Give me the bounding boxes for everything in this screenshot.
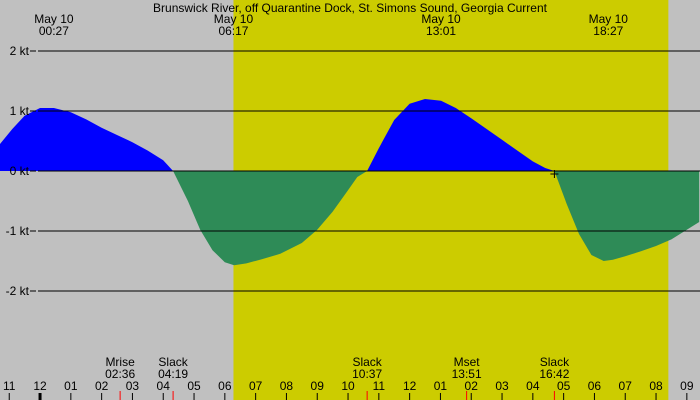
event-label: Slack bbox=[352, 355, 382, 369]
event-label: Slack bbox=[158, 355, 188, 369]
top-date-label: May 10 bbox=[34, 12, 74, 26]
hour-tick-label: 05 bbox=[557, 379, 571, 393]
top-time-label: 18:27 bbox=[593, 24, 623, 38]
flood-area bbox=[0, 108, 174, 171]
top-date-label: May 10 bbox=[214, 12, 254, 26]
top-date-label: May 10 bbox=[421, 12, 461, 26]
hour-tick-label: 08 bbox=[280, 379, 294, 393]
top-time-label: 13:01 bbox=[426, 24, 456, 38]
ebb-area bbox=[173, 171, 368, 266]
event-label: Slack bbox=[540, 355, 570, 369]
hour-tick-label: 05 bbox=[187, 379, 201, 393]
hour-tick-label: 01 bbox=[434, 379, 448, 393]
y-tick-label: -2 kt bbox=[6, 284, 30, 298]
hour-tick-label: 02 bbox=[95, 379, 109, 393]
current-areas bbox=[0, 99, 700, 266]
hour-tick-label: 02 bbox=[465, 379, 479, 393]
hour-tick-label: 06 bbox=[588, 379, 602, 393]
event-time: 04:19 bbox=[158, 367, 188, 381]
top-time-label: 06:17 bbox=[218, 24, 248, 38]
hour-tick-label: 04 bbox=[526, 379, 540, 393]
event-labels: Mrise02:36Slack04:19Slack10:37Mset13:51S… bbox=[105, 355, 570, 400]
grid-lines bbox=[38, 50, 700, 292]
top-time-label: 00:27 bbox=[39, 24, 69, 38]
hour-tick-label: 01 bbox=[64, 379, 78, 393]
hour-tick-label: 06 bbox=[218, 379, 232, 393]
hour-tick-label: 04 bbox=[157, 379, 171, 393]
chart-title: Brunswick River, off Quarantine Dock, St… bbox=[153, 1, 548, 15]
hour-tick-label: 10 bbox=[341, 379, 355, 393]
hour-tick-label: 07 bbox=[619, 379, 633, 393]
y-tick-label: -1 kt bbox=[6, 224, 30, 238]
event-time: 13:51 bbox=[452, 367, 482, 381]
event-time: 10:37 bbox=[352, 367, 382, 381]
hour-tick-label: 09 bbox=[311, 379, 325, 393]
y-tick-label: 1 kt bbox=[10, 104, 30, 118]
hour-tick-label: 11 bbox=[373, 379, 386, 393]
y-axis-labels: 2 kt 1 kt 0 kt -1 kt -2 kt bbox=[6, 44, 36, 298]
event-time: 16:42 bbox=[539, 367, 569, 381]
hour-tick-label: 11 bbox=[3, 379, 16, 393]
y-tick-label: 2 kt bbox=[10, 44, 30, 58]
event-label: Mrise bbox=[105, 355, 135, 369]
event-time: 02:36 bbox=[105, 367, 135, 381]
hour-tick-label: 12 bbox=[403, 379, 417, 393]
hour-tick-label: 12 bbox=[33, 379, 47, 393]
hour-tick-label: 09 bbox=[680, 379, 694, 393]
event-label: Mset bbox=[454, 355, 481, 369]
hour-tick-label: 03 bbox=[126, 379, 140, 393]
hour-axis: 11 12 01 02 03 04 05 06 07 08 09 10 11 12 01 02 03 04 05 06… bbox=[3, 379, 694, 400]
hour-tick-label: 07 bbox=[249, 379, 263, 393]
slack-marker bbox=[550, 170, 559, 178]
hour-tick-label: 08 bbox=[649, 379, 663, 393]
flood-area bbox=[367, 99, 555, 171]
ebb-area bbox=[554, 171, 700, 261]
hour-tick-label: 03 bbox=[495, 379, 509, 393]
top-date-label: May 10 bbox=[589, 12, 629, 26]
y-tick-label: 0 kt bbox=[10, 164, 30, 178]
